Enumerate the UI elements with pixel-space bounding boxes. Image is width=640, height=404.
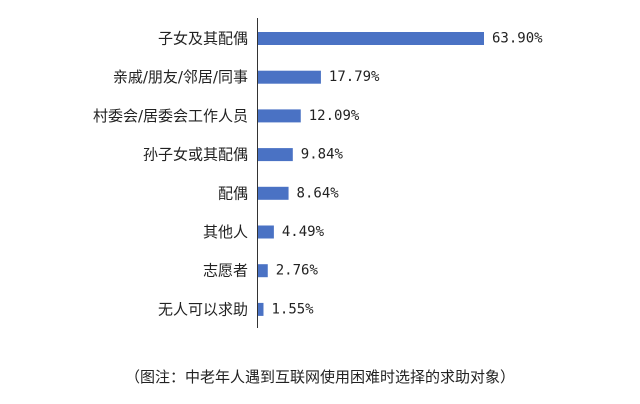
bar (258, 186, 289, 200)
figure-note: （图注：中老年人遇到互联网使用困难时选择的求助对象） (124, 368, 515, 386)
bar (258, 32, 484, 45)
value-label: 12.09% (309, 108, 360, 124)
value-label: 2.76% (276, 263, 319, 279)
bar (258, 148, 293, 162)
bar (258, 264, 268, 278)
value-label: 8.64% (297, 185, 340, 201)
category-label: 其他人 (203, 223, 248, 241)
value-label: 63.90% (492, 31, 543, 47)
category-label: 村委会/居委会工作人员 (93, 107, 248, 125)
chart-marks: 子女及其配偶 63.90% 亲戚/朋友/邻居/同事 17.79% 村委会/居委会工作人员… (93, 30, 543, 319)
bar (258, 109, 301, 123)
category-label: 无人可以求助 (158, 300, 248, 318)
value-label: 4.49% (282, 224, 325, 240)
category-label: 志愿者 (203, 262, 248, 280)
value-label: 17.79% (329, 69, 380, 85)
value-label: 9.84% (301, 147, 344, 163)
bar (258, 302, 264, 316)
category-label: 子女及其配偶 (158, 30, 248, 48)
category-label: 孙子女或其配偶 (143, 146, 248, 164)
category-label: 配偶 (218, 184, 248, 202)
category-label: 亲戚/朋友/邻居/同事 (113, 68, 248, 86)
bar (258, 225, 274, 239)
bar (258, 70, 321, 84)
value-label: 1.55% (271, 301, 314, 317)
